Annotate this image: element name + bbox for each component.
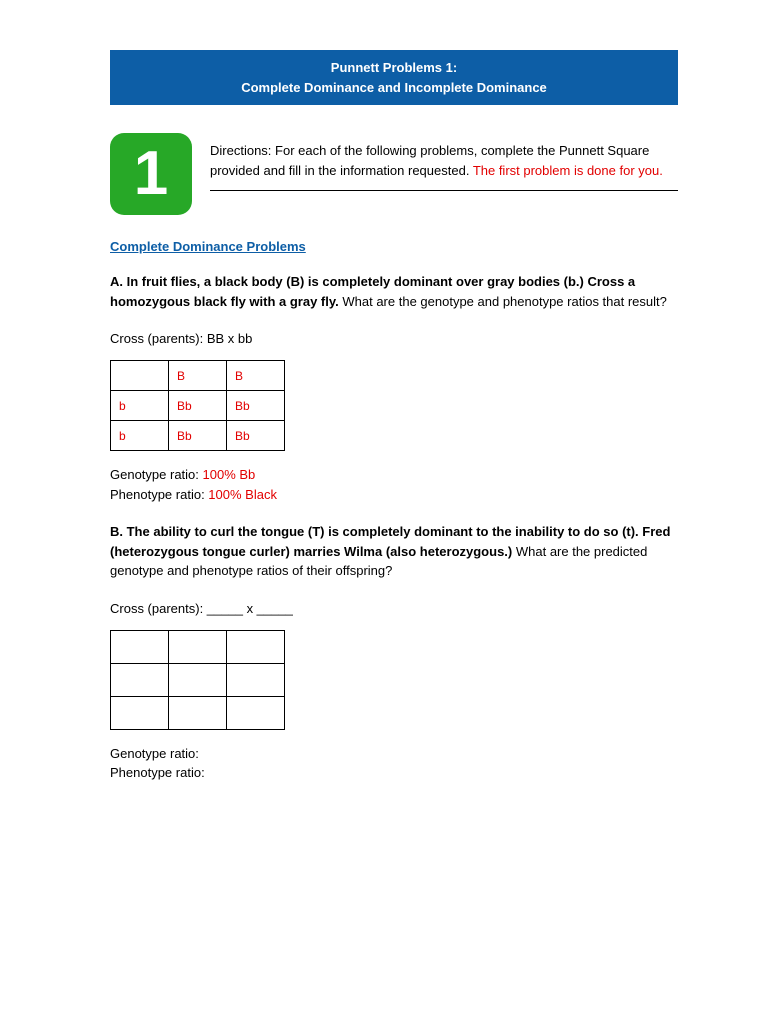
punnett-square-b xyxy=(110,630,285,730)
number-badge: 1 xyxy=(110,133,192,215)
punnett-cell xyxy=(169,630,227,663)
problem-a-ratios: Genotype ratio: 100% Bb Phenotype ratio:… xyxy=(110,465,678,504)
punnett-cell xyxy=(227,696,285,729)
punnett-cell xyxy=(111,663,169,696)
punnett-cell xyxy=(111,630,169,663)
punnett-cell xyxy=(227,630,285,663)
punnett-cell xyxy=(169,663,227,696)
table-row: b Bb Bb xyxy=(111,391,285,421)
genotype-label-b: Genotype ratio: xyxy=(110,746,199,761)
cross-label: Cross (parents): xyxy=(110,331,207,346)
directions-divider xyxy=(210,190,678,191)
punnett-cell xyxy=(169,696,227,729)
title-banner: Punnett Problems 1: Complete Dominance a… xyxy=(110,50,678,105)
punnett-cell: b xyxy=(111,421,169,451)
phenotype-label: Phenotype ratio: xyxy=(110,487,208,502)
problem-b-cross: Cross (parents): _____ x _____ xyxy=(110,601,678,616)
table-row: B B xyxy=(111,361,285,391)
problem-b: B. The ability to curl the tongue (T) is… xyxy=(110,522,678,581)
punnett-cell: B xyxy=(227,361,285,391)
title-line2: Complete Dominance and Incomplete Domina… xyxy=(120,78,668,98)
badge-number: 1 xyxy=(134,143,168,205)
phenotype-label-b: Phenotype ratio: xyxy=(110,765,205,780)
directions-text: Directions: For each of the following pr… xyxy=(210,133,678,191)
punnett-cell xyxy=(227,663,285,696)
punnett-cell: B xyxy=(169,361,227,391)
problem-a-cross: Cross (parents): BB x bb xyxy=(110,331,678,346)
directions-block: 1 Directions: For each of the following … xyxy=(110,133,678,215)
genotype-value: 100% Bb xyxy=(203,467,256,482)
cross-value: BB x bb xyxy=(207,331,253,346)
title-line1: Punnett Problems 1: xyxy=(120,58,668,78)
cross-blank: Cross (parents): _____ x _____ xyxy=(110,601,293,616)
punnett-cell: Bb xyxy=(169,391,227,421)
genotype-label: Genotype ratio: xyxy=(110,467,203,482)
table-row: b Bb Bb xyxy=(111,421,285,451)
table-row xyxy=(111,663,285,696)
phenotype-value: 100% Black xyxy=(208,487,277,502)
problem-a: A. In fruit flies, a black body (B) is c… xyxy=(110,272,678,311)
table-row xyxy=(111,630,285,663)
punnett-cell: Bb xyxy=(227,391,285,421)
punnett-cell xyxy=(111,696,169,729)
table-row xyxy=(111,696,285,729)
punnett-cell: b xyxy=(111,391,169,421)
punnett-cell xyxy=(111,361,169,391)
worksheet-page: Punnett Problems 1: Complete Dominance a… xyxy=(0,0,768,841)
directions-hint: The first problem is done for you. xyxy=(473,163,663,178)
punnett-cell: Bb xyxy=(169,421,227,451)
problem-a-question: What are the genotype and phenotype rati… xyxy=(342,294,667,309)
section-heading: Complete Dominance Problems xyxy=(110,239,678,254)
punnett-cell: Bb xyxy=(227,421,285,451)
problem-b-ratios: Genotype ratio: Phenotype ratio: xyxy=(110,744,678,783)
punnett-square-a: B B b Bb Bb b Bb Bb xyxy=(110,360,285,451)
